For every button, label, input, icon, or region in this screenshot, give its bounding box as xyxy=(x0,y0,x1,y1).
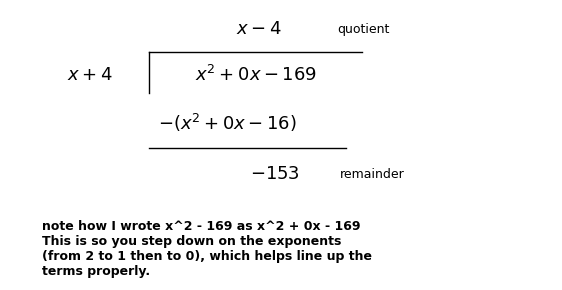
Text: remainder: remainder xyxy=(340,168,405,180)
Text: $-153$: $-153$ xyxy=(251,165,300,183)
Text: note how I wrote x^2 - 169 as x^2 + 0x - 169
This is so you step down on the exp: note how I wrote x^2 - 169 as x^2 + 0x -… xyxy=(42,220,372,278)
Text: quotient: quotient xyxy=(337,23,389,35)
Text: $-(x^2 + 0x - 16)$: $-(x^2 + 0x - 16)$ xyxy=(158,112,297,134)
Text: $x - 4$: $x - 4$ xyxy=(235,20,282,38)
Text: $x + 4$: $x + 4$ xyxy=(67,66,113,84)
Text: $x^2 + 0x - 169$: $x^2 + 0x - 169$ xyxy=(195,65,316,86)
